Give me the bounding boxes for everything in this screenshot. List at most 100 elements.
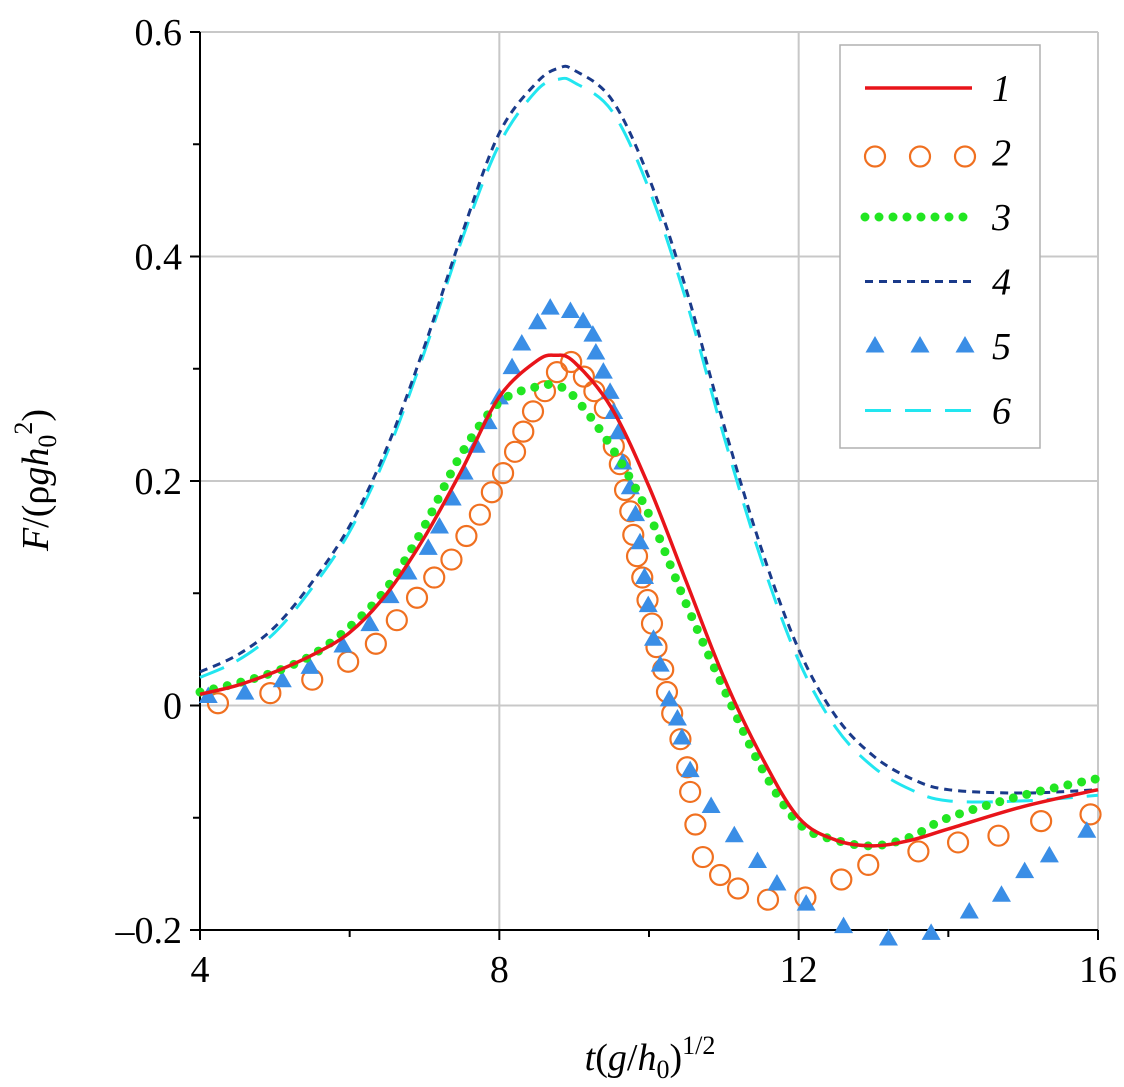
- data-point: [672, 728, 692, 745]
- y-axis-label: F/(ρgh02): [9, 409, 62, 552]
- data-point: [756, 888, 780, 911]
- y-tick-label: 0.2: [135, 461, 183, 503]
- data-point: [573, 311, 593, 329]
- series-line: [199, 76, 1099, 804]
- data-point: [272, 670, 292, 688]
- data-point: [959, 902, 979, 919]
- data-point: [638, 595, 658, 613]
- data-point: [987, 824, 1010, 847]
- data-point: [667, 708, 687, 726]
- series-line: [195, 379, 1103, 851]
- x-tick-label: 12: [780, 949, 818, 991]
- legend-label: 3: [991, 197, 1011, 239]
- data-point: [440, 548, 463, 571]
- data-point: [560, 350, 583, 374]
- data-point: [423, 566, 446, 589]
- data-point: [708, 863, 732, 887]
- y-tick-label: 0.6: [135, 12, 183, 54]
- legend-label: 4: [992, 262, 1011, 304]
- legend-swatch: [910, 336, 930, 353]
- data-point: [455, 524, 478, 548]
- data-point: [857, 853, 880, 876]
- legend-swatch: [863, 145, 887, 168]
- data-point: [635, 567, 655, 585]
- data-point: [830, 868, 853, 891]
- legend-swatch: [955, 336, 975, 353]
- y-tick-label: 0.4: [135, 237, 183, 279]
- legend-label: 6: [992, 391, 1011, 433]
- x-axis-label: t(g/h0)1/2: [585, 1031, 716, 1084]
- data-point: [360, 614, 380, 632]
- data-point: [1077, 821, 1097, 838]
- data-point: [429, 517, 449, 534]
- data-point: [1039, 845, 1059, 863]
- legend-label: 1: [992, 68, 1011, 110]
- legend-swatch: [953, 145, 977, 168]
- data-point: [767, 873, 787, 891]
- data-point: [235, 683, 255, 700]
- data-point: [300, 657, 320, 674]
- data-point: [631, 566, 654, 589]
- data-point: [545, 361, 569, 384]
- data-point: [834, 916, 854, 934]
- data-point: [593, 362, 613, 379]
- data-point: [946, 831, 970, 854]
- legend-label: 2: [992, 133, 1011, 175]
- data-point: [684, 813, 707, 836]
- x-tick-label: 8: [490, 949, 509, 991]
- data-point: [583, 325, 603, 342]
- data-point: [619, 500, 642, 523]
- data-point: [442, 488, 462, 506]
- data-point: [380, 586, 400, 604]
- data-point: [608, 453, 631, 476]
- data-point: [701, 796, 721, 814]
- y-tick-label: –0.2: [115, 910, 183, 952]
- data-point: [650, 655, 670, 672]
- data-point: [540, 298, 560, 315]
- data-point: [364, 632, 387, 655]
- data-point: [669, 728, 692, 751]
- data-point: [398, 563, 418, 580]
- data-point: [1079, 803, 1102, 826]
- data-point: [724, 825, 744, 843]
- legend-swatch: [908, 145, 932, 168]
- legend-box: [839, 44, 1041, 449]
- data-point: [1015, 861, 1035, 879]
- data-point: [337, 650, 360, 673]
- data-point: [527, 312, 547, 330]
- data-point: [512, 334, 532, 351]
- x-tick-label: 4: [191, 949, 210, 991]
- data-point: [630, 532, 650, 550]
- data-point: [521, 400, 545, 423]
- data-point: [418, 538, 438, 555]
- data-point: [385, 609, 408, 632]
- data-point: [405, 586, 429, 609]
- data-point: [198, 686, 218, 704]
- data-point: [643, 629, 663, 646]
- data-point: [503, 440, 527, 463]
- x-tick-label: 16: [1079, 949, 1117, 991]
- data-point: [796, 894, 816, 911]
- data-point: [600, 382, 620, 399]
- data-point: [333, 636, 353, 653]
- series-line: [199, 64, 1099, 795]
- data-point: [691, 845, 714, 869]
- data-point: [572, 365, 595, 388]
- data-point: [726, 877, 750, 900]
- data-point: [1030, 810, 1053, 833]
- series-line: [199, 353, 1099, 848]
- data-point: [626, 504, 646, 522]
- data-point: [659, 689, 679, 707]
- data-point: [878, 928, 898, 946]
- data-point: [748, 851, 768, 869]
- data-point: [560, 301, 580, 319]
- data-point: [468, 503, 491, 526]
- data-point: [608, 422, 628, 440]
- data-point: [480, 481, 503, 504]
- data-point: [491, 462, 515, 485]
- data-point: [679, 780, 702, 804]
- data-point: [259, 682, 282, 705]
- data-point: [502, 357, 522, 375]
- y-tick-label: 0: [163, 686, 182, 728]
- data-point: [640, 612, 664, 635]
